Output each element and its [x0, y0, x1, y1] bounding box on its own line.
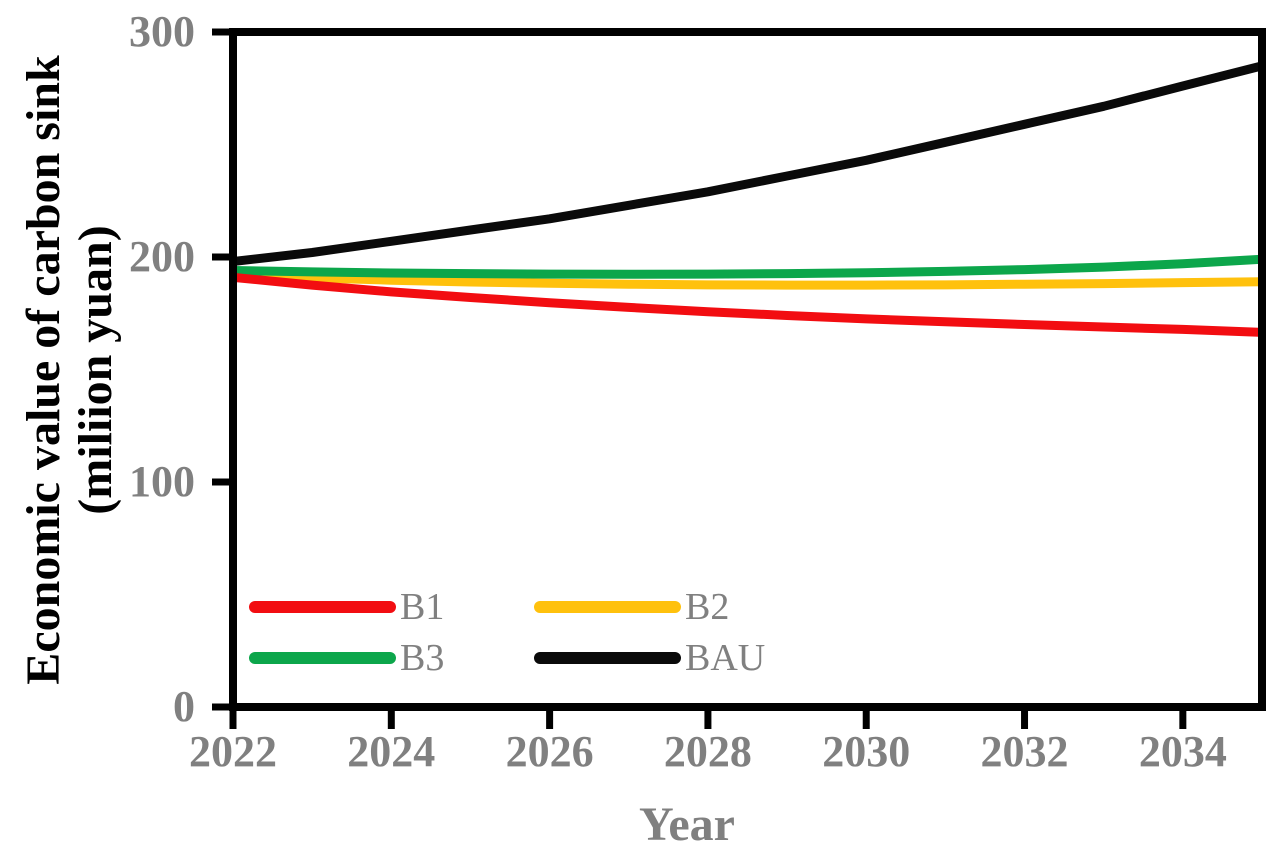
- y-axis-title-line1: Economic value of carbon sink: [17, 55, 70, 685]
- x-tick-label: 2024: [347, 727, 436, 776]
- series-line-b1: [233, 272, 1262, 337]
- series-line-b2: [233, 270, 1262, 290]
- x-tick-label: 2028: [663, 727, 752, 776]
- y-axis-title: Economic value of carbon sink (miliion y…: [17, 0, 122, 750]
- y-tick-label: 0: [173, 682, 195, 731]
- x-tick-label: 2032: [980, 727, 1069, 776]
- legend-label-bau: BAU: [685, 637, 766, 679]
- legend-label-b1: B1: [400, 586, 445, 628]
- y-tick-label: 200: [129, 232, 195, 281]
- legend-label-b2: B2: [685, 586, 730, 628]
- y-tick-label: 300: [129, 7, 195, 56]
- x-axis-title: Year: [639, 798, 735, 851]
- legend-label-b3: B3: [400, 637, 445, 679]
- y-axis-title-line2: (miliion yuan): [69, 225, 122, 515]
- x-tick-label: 2034: [1138, 727, 1227, 776]
- x-tick-label: 2026: [505, 727, 594, 776]
- x-tick-label: 2030: [822, 727, 911, 776]
- x-tick-label: 2022: [189, 727, 277, 776]
- y-tick-label: 100: [129, 457, 195, 506]
- series-line-bau: [233, 61, 1262, 266]
- plot-border: [229, 28, 1266, 711]
- series-line-b3: [233, 254, 1262, 279]
